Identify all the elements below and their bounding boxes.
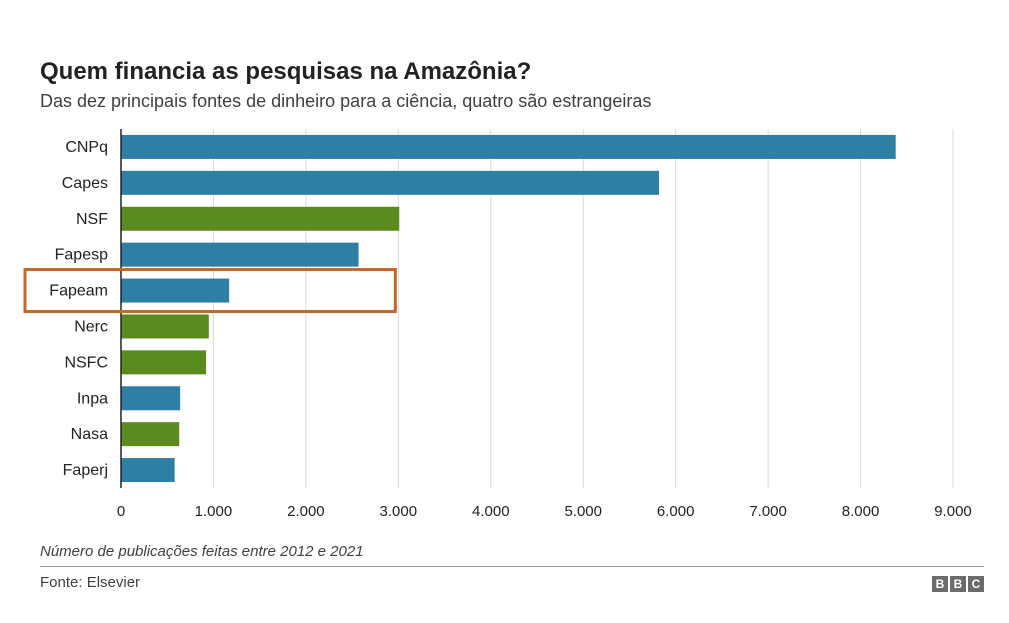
category-label: Fapeam — [49, 283, 108, 300]
x-tick-label: 4.000 — [472, 503, 510, 520]
bar-chart: CNPq Capes NSF Fapesp Fapeam Nerc NSFC Inpa Nasa… — [23, 129, 972, 520]
x-tick-label: 5.000 — [564, 503, 602, 520]
bar-fapeam — [121, 278, 230, 303]
category-label: NSFC — [64, 354, 108, 371]
bar-inpa — [121, 386, 181, 411]
bar-capes — [121, 170, 660, 195]
x-tick-label: 2.000 — [287, 503, 325, 520]
x-tick-label: 8.000 — [842, 503, 880, 520]
x-tick-label: 7.000 — [749, 503, 787, 520]
logo-letter: B — [932, 576, 948, 592]
footer-divider — [40, 566, 984, 567]
bar-nsfc — [121, 350, 207, 375]
x-axis-label: Número de publicações feitas entre 2012 … — [40, 543, 364, 560]
x-tick-label: 9.000 — [934, 503, 972, 520]
category-label: Nasa — [71, 426, 108, 443]
bar-nasa — [121, 422, 180, 447]
x-tick-label: 0 — [117, 503, 125, 520]
logo-letter: C — [968, 576, 984, 592]
category-label: Inpa — [77, 390, 108, 407]
logo-letter: B — [950, 576, 966, 592]
bar-faperj — [121, 458, 175, 483]
chart-subtitle: Das dez principais fontes de dinheiro pa… — [40, 91, 652, 111]
category-label: Faperj — [63, 462, 108, 479]
category-label: NSF — [76, 211, 108, 228]
category-label: Fapesp — [55, 247, 108, 264]
x-tick-label: 3.000 — [380, 503, 418, 520]
category-label: CNPq — [65, 139, 108, 156]
bar-fapesp — [121, 242, 359, 267]
bar-cnpq — [121, 134, 896, 159]
category-label: Nerc — [74, 318, 108, 335]
bar-nerc — [121, 314, 209, 339]
source-note: Fonte: Elsevier — [40, 574, 141, 591]
category-label: Capes — [62, 175, 108, 192]
x-tick-label: 6.000 — [657, 503, 695, 520]
x-tick-label: 1.000 — [195, 503, 233, 520]
highlight-box — [23, 268, 397, 314]
bbc-logo: B B C — [932, 576, 984, 592]
chart-title: Quem financia as pesquisas na Amazônia? — [40, 58, 532, 85]
bar-nsf — [121, 206, 400, 231]
